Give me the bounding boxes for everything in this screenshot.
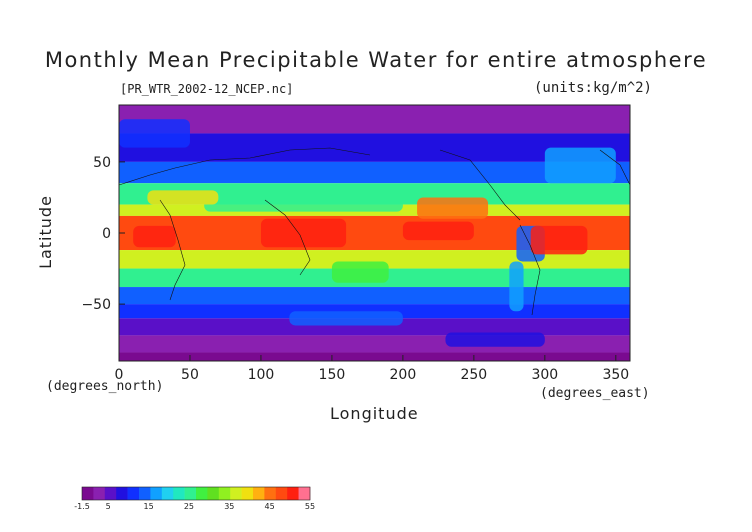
colorbar-swatch bbox=[218, 487, 231, 500]
latitude-band bbox=[119, 287, 630, 305]
colorbar-swatch bbox=[104, 487, 117, 500]
latitude-band bbox=[119, 352, 630, 361]
coastline-segment bbox=[159, 199, 186, 301]
colorbar-swatch bbox=[82, 487, 94, 500]
coastline-segment bbox=[519, 224, 541, 316]
moisture-patch bbox=[289, 311, 403, 326]
moisture-patch bbox=[445, 332, 545, 347]
moisture-patch bbox=[331, 261, 389, 283]
colorbar-tick-label: 15 bbox=[143, 502, 153, 511]
coastline-segment bbox=[439, 149, 521, 221]
colorbar-swatch bbox=[139, 487, 151, 500]
x-tick-label: 0 bbox=[115, 367, 124, 383]
latitude-band bbox=[119, 250, 630, 269]
moisture-patch bbox=[544, 147, 616, 184]
colorbar-swatch bbox=[207, 487, 220, 500]
colorbar: -1.5 5 15 25 35 45 55 bbox=[74, 486, 315, 511]
moisture-patch bbox=[509, 261, 524, 312]
y-tick-label: −50 bbox=[81, 297, 111, 313]
x-tick-label: 300 bbox=[531, 367, 558, 383]
moisture-patch bbox=[147, 190, 219, 205]
chart-title: Monthly Mean Precipitable Water for enti… bbox=[44, 48, 708, 72]
x-tick-label: 100 bbox=[248, 367, 275, 383]
colorbar-swatch bbox=[173, 487, 185, 500]
x-tick-label: 250 bbox=[460, 367, 487, 383]
moisture-patch bbox=[260, 218, 347, 248]
colorbar-swatch bbox=[161, 487, 174, 500]
colorbar-tick-label: 5 bbox=[106, 502, 111, 511]
colorbar-tick-label: 35 bbox=[224, 502, 234, 511]
moisture-patch bbox=[417, 197, 489, 219]
moisture-patch bbox=[133, 225, 176, 248]
colorbar-tick-label: 45 bbox=[265, 502, 275, 511]
colorbar-swatch bbox=[184, 487, 197, 500]
coastline-segment bbox=[118, 147, 371, 186]
colorbar-swatch bbox=[116, 487, 128, 500]
colorbar-swatch bbox=[253, 487, 265, 500]
latitude-band bbox=[119, 318, 630, 336]
colorbar-swatch bbox=[298, 487, 311, 500]
colorbar-tick-label: 55 bbox=[305, 502, 315, 511]
colorbar-swatch bbox=[150, 487, 163, 500]
map-plot-area bbox=[119, 105, 630, 361]
x-unit-label: (degrees_east) bbox=[540, 386, 650, 401]
x-tick-label: 350 bbox=[602, 367, 629, 383]
colorbar-swatch bbox=[264, 487, 277, 500]
moisture-patch bbox=[119, 119, 190, 148]
latitude-band bbox=[119, 335, 630, 353]
colorbar-swatch bbox=[127, 487, 140, 500]
latitude-band bbox=[119, 161, 630, 184]
x-tick-label: 200 bbox=[390, 367, 417, 383]
file-label: [PR_WTR_2002-12_NCEP.nc] bbox=[120, 82, 294, 96]
colorbar-swatch bbox=[275, 487, 288, 500]
y-tick-label: 50 bbox=[93, 155, 111, 171]
units-label: (units:kg/m^2) bbox=[533, 80, 652, 96]
coastline-segment bbox=[264, 199, 311, 276]
coastline-outlines bbox=[118, 147, 631, 316]
coastline-segment bbox=[599, 149, 631, 186]
axis-ticks: 0 50 100 150 200 250 300 350 50 0 −50 bbox=[81, 155, 629, 383]
colorbar-swatch bbox=[241, 487, 254, 500]
colorbar-swatch bbox=[93, 487, 106, 500]
x-tick-label: 150 bbox=[319, 367, 346, 383]
colorbar-tick-label: -1.5 bbox=[74, 502, 90, 511]
colorbar-swatch bbox=[287, 487, 299, 500]
x-axis-label: Longitude bbox=[330, 404, 419, 423]
latitude-band bbox=[119, 105, 630, 134]
colorbar-frame bbox=[81, 486, 311, 501]
colorbar-tick-label: 25 bbox=[184, 502, 194, 511]
colorbar-swatch bbox=[230, 487, 242, 500]
moisture-patch bbox=[530, 225, 588, 255]
moisture-patch bbox=[204, 190, 403, 212]
y-unit-label: (degrees_north) bbox=[46, 379, 164, 394]
moisture-patch bbox=[402, 221, 474, 241]
y-tick-label: 0 bbox=[102, 226, 111, 242]
colorbar-swatch bbox=[196, 487, 208, 500]
x-tick-label: 50 bbox=[181, 367, 199, 383]
